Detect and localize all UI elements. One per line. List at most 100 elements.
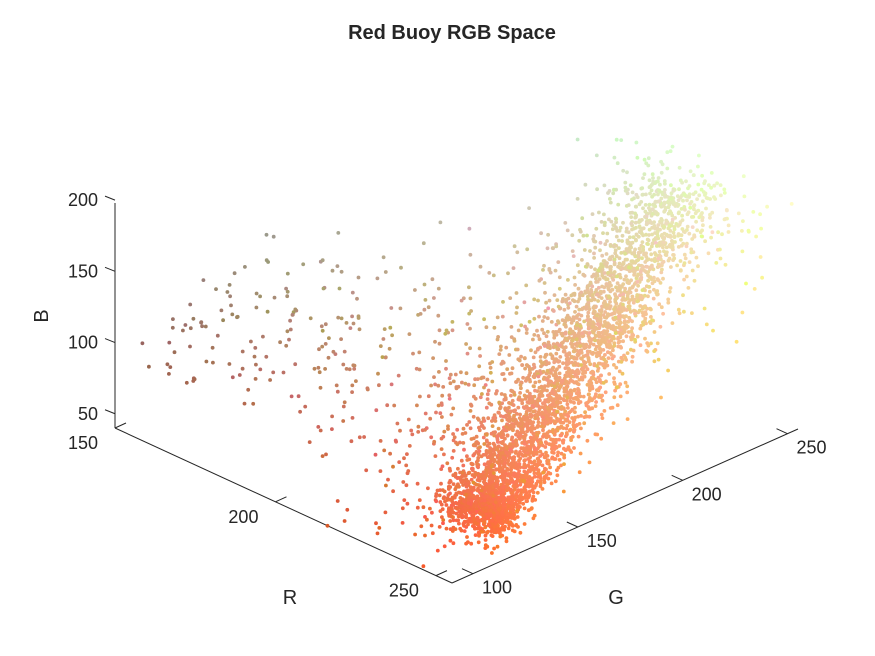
data-point <box>495 530 500 534</box>
data-point <box>487 513 492 518</box>
data-point <box>494 484 499 489</box>
data-point <box>425 517 429 522</box>
data-point <box>557 364 562 369</box>
data-point <box>330 414 334 419</box>
data-point <box>426 305 431 310</box>
data-point <box>321 286 326 291</box>
data-point <box>661 204 666 208</box>
data-point <box>598 322 603 327</box>
data-point <box>648 184 653 189</box>
data-point <box>630 285 635 290</box>
data-point <box>504 445 509 450</box>
data-point <box>468 252 473 257</box>
data-point <box>618 293 622 298</box>
data-point <box>312 366 317 371</box>
data-point <box>726 223 731 228</box>
data-point <box>327 336 331 340</box>
data-point <box>512 455 516 460</box>
data-point <box>504 536 509 540</box>
data-point <box>434 494 438 498</box>
data-point <box>556 304 561 309</box>
data-point <box>578 293 582 298</box>
data-point <box>740 229 744 233</box>
data-point <box>508 409 513 414</box>
data-point <box>598 346 602 351</box>
data-point <box>579 290 584 295</box>
data-point <box>624 308 629 312</box>
data-point <box>480 529 484 534</box>
z-tick <box>104 338 116 344</box>
data-point <box>558 433 563 438</box>
data-point <box>653 181 657 186</box>
data-point <box>235 315 239 320</box>
data-point <box>603 353 607 357</box>
data-point <box>653 209 657 214</box>
data-point <box>683 256 688 261</box>
data-point <box>663 188 667 192</box>
data-point <box>477 346 482 351</box>
data-point <box>712 183 717 188</box>
data-point <box>566 359 570 363</box>
data-point <box>271 234 276 239</box>
data-point <box>608 342 612 347</box>
data-point <box>628 183 633 188</box>
data-point <box>492 325 497 330</box>
data-point <box>545 377 549 382</box>
data-point <box>485 392 490 397</box>
data-point <box>200 324 205 329</box>
data-point <box>567 410 571 415</box>
data-point <box>484 468 488 472</box>
data-point <box>659 234 664 238</box>
data-point <box>718 183 723 188</box>
data-point <box>592 251 596 256</box>
data-point <box>454 492 459 497</box>
data-point <box>618 382 623 387</box>
data-point <box>607 217 611 222</box>
data-point <box>505 516 510 521</box>
data-point <box>538 355 543 359</box>
data-point <box>707 183 711 188</box>
data-point <box>603 310 607 314</box>
data-point <box>342 400 347 405</box>
data-point <box>605 239 609 243</box>
data-point <box>622 277 627 282</box>
data-point <box>511 266 516 270</box>
data-point <box>736 211 741 216</box>
data-point <box>691 173 696 178</box>
data-point <box>517 416 522 420</box>
data-point <box>225 290 230 294</box>
data-point <box>638 269 643 274</box>
data-point <box>454 386 459 391</box>
data-point <box>486 388 491 393</box>
data-point <box>430 510 434 515</box>
data-point <box>577 334 581 339</box>
data-point <box>595 318 600 323</box>
data-point <box>495 437 500 442</box>
data-point <box>657 302 662 307</box>
data-point <box>501 372 506 376</box>
data-point <box>638 343 643 348</box>
data-point <box>482 442 487 446</box>
data-point <box>553 376 558 381</box>
data-point <box>549 419 553 424</box>
data-point <box>522 300 527 305</box>
data-point <box>765 204 769 209</box>
data-point <box>506 413 511 418</box>
data-point <box>642 252 646 257</box>
data-point <box>641 176 645 181</box>
data-point <box>573 326 578 331</box>
data-point <box>630 294 635 299</box>
data-point <box>645 221 649 226</box>
data-point <box>416 424 421 429</box>
data-point <box>614 285 618 290</box>
data-point <box>316 365 321 370</box>
data-point <box>451 518 456 523</box>
data-point <box>590 293 595 297</box>
data-point <box>471 480 476 485</box>
data-point <box>406 469 411 473</box>
data-point <box>532 474 537 479</box>
data-point <box>192 377 197 382</box>
data-point <box>545 368 550 373</box>
data-point <box>570 355 574 359</box>
data-point <box>544 300 548 305</box>
